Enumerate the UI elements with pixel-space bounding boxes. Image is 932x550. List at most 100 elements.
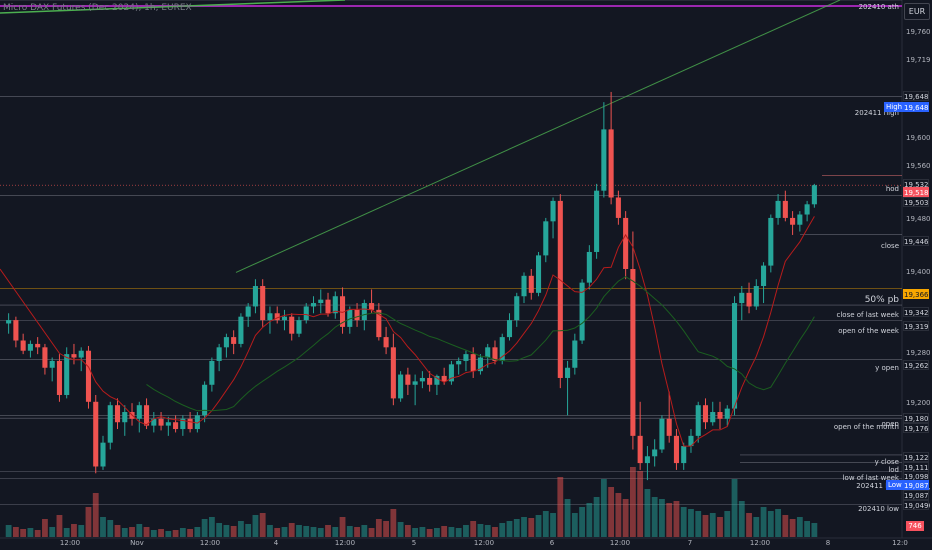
candle-body bbox=[354, 309, 360, 321]
symbol-title[interactable]: Micro DAX Futures (Dec 2024), 1h, EUREX bbox=[3, 3, 192, 13]
candle-body bbox=[731, 303, 738, 409]
time-axis-label: 12:0 bbox=[892, 539, 908, 547]
candle-body bbox=[434, 375, 440, 385]
candle-body bbox=[369, 303, 375, 310]
volume-bar bbox=[717, 517, 723, 537]
price-label: 19,262 bbox=[903, 360, 929, 370]
volume-bar bbox=[42, 519, 48, 537]
candle-body bbox=[724, 408, 730, 419]
volume-bar bbox=[274, 528, 281, 537]
candle-body bbox=[165, 422, 171, 426]
candle-body bbox=[681, 446, 687, 464]
volume-bar bbox=[150, 530, 157, 537]
candle-body bbox=[180, 418, 186, 430]
candle-body bbox=[470, 354, 476, 372]
price-axis-tick: 19,480 bbox=[906, 215, 931, 223]
volume-bar bbox=[78, 525, 85, 537]
volume-bar bbox=[600, 479, 607, 537]
volume-bar bbox=[666, 503, 673, 537]
volume-bar bbox=[56, 515, 63, 537]
level-label-clw: close of last week bbox=[836, 311, 899, 319]
volume-bar bbox=[383, 521, 389, 537]
candle-body bbox=[804, 204, 810, 215]
volume-bar bbox=[332, 527, 339, 537]
volume-bar bbox=[448, 527, 455, 537]
candle-body bbox=[521, 275, 527, 297]
high-marker: High bbox=[884, 102, 905, 112]
candle-body bbox=[652, 449, 658, 457]
price-axis-tick: 19,600 bbox=[906, 134, 931, 142]
level-label-hod: hod bbox=[885, 185, 899, 193]
candle-body bbox=[289, 316, 295, 334]
candle-body bbox=[535, 255, 542, 293]
volume-bar bbox=[455, 528, 462, 537]
candle-body bbox=[49, 360, 55, 368]
volume-bar bbox=[571, 513, 578, 537]
candle-body bbox=[93, 401, 99, 467]
volume-bar bbox=[129, 527, 135, 537]
candle-body bbox=[790, 217, 796, 225]
volume-bar bbox=[325, 525, 331, 537]
candle-body bbox=[144, 405, 150, 426]
volume-bar bbox=[709, 513, 716, 537]
candle-body bbox=[405, 374, 411, 385]
time-axis-label: 12:00 bbox=[473, 539, 495, 547]
volume-bar bbox=[535, 515, 542, 537]
candle-body bbox=[659, 418, 665, 450]
volume-bar bbox=[404, 525, 411, 537]
volume-bar bbox=[165, 531, 172, 537]
volume-bar bbox=[281, 527, 288, 537]
volume-bar bbox=[201, 519, 208, 537]
candle-body bbox=[615, 197, 621, 218]
candle-body bbox=[543, 221, 549, 256]
candle-body bbox=[644, 456, 650, 464]
time-axis-label: 5 bbox=[411, 539, 417, 547]
candle-body bbox=[281, 316, 288, 321]
time-axis-label: Nov bbox=[130, 539, 144, 547]
volume-bar bbox=[593, 497, 600, 537]
volume-bar bbox=[470, 521, 477, 537]
volume-bar bbox=[811, 523, 818, 537]
candle-body bbox=[419, 377, 425, 382]
candle-body bbox=[710, 412, 716, 423]
volume-bar bbox=[789, 519, 796, 537]
price-label: 19,503 bbox=[903, 197, 929, 207]
volume-bar bbox=[390, 509, 397, 537]
candle-body bbox=[782, 200, 788, 218]
candle-body bbox=[85, 350, 92, 402]
volume-bar bbox=[644, 489, 651, 537]
candle-body bbox=[107, 405, 113, 443]
volume-bar bbox=[252, 515, 259, 537]
volume-bar bbox=[484, 525, 491, 537]
candle-body bbox=[775, 200, 781, 218]
volume-bar bbox=[702, 515, 709, 537]
volume-bar bbox=[513, 519, 520, 537]
time-axis-label: 12:00 bbox=[749, 539, 771, 547]
volume-badge: 746 bbox=[906, 521, 924, 531]
level-label-lod: lod bbox=[888, 466, 899, 474]
volume-bar bbox=[375, 519, 382, 537]
price-label: 19,122 bbox=[903, 452, 929, 462]
price-label: 19,366 bbox=[903, 289, 929, 299]
candle-body bbox=[194, 415, 200, 430]
volume-bar bbox=[804, 521, 811, 537]
currency-button[interactable]: EUR bbox=[904, 3, 930, 20]
candle-body bbox=[151, 418, 157, 426]
candle-body bbox=[557, 200, 563, 378]
low-marker: Low bbox=[886, 480, 904, 490]
volume-bar bbox=[100, 517, 106, 537]
volume-bar bbox=[673, 501, 680, 537]
time-axis-label: 4 bbox=[273, 539, 279, 547]
candle-body bbox=[586, 251, 592, 283]
moving-average-red bbox=[0, 216, 815, 447]
candle-body bbox=[441, 375, 447, 382]
volume-bar bbox=[259, 513, 266, 537]
candle-body bbox=[202, 384, 208, 416]
volume-bar bbox=[143, 527, 150, 537]
candle-body bbox=[383, 337, 389, 348]
volume-bar bbox=[5, 525, 12, 537]
volume-bar bbox=[238, 521, 244, 537]
candle-body bbox=[717, 412, 723, 419]
volume-bar bbox=[172, 530, 179, 537]
